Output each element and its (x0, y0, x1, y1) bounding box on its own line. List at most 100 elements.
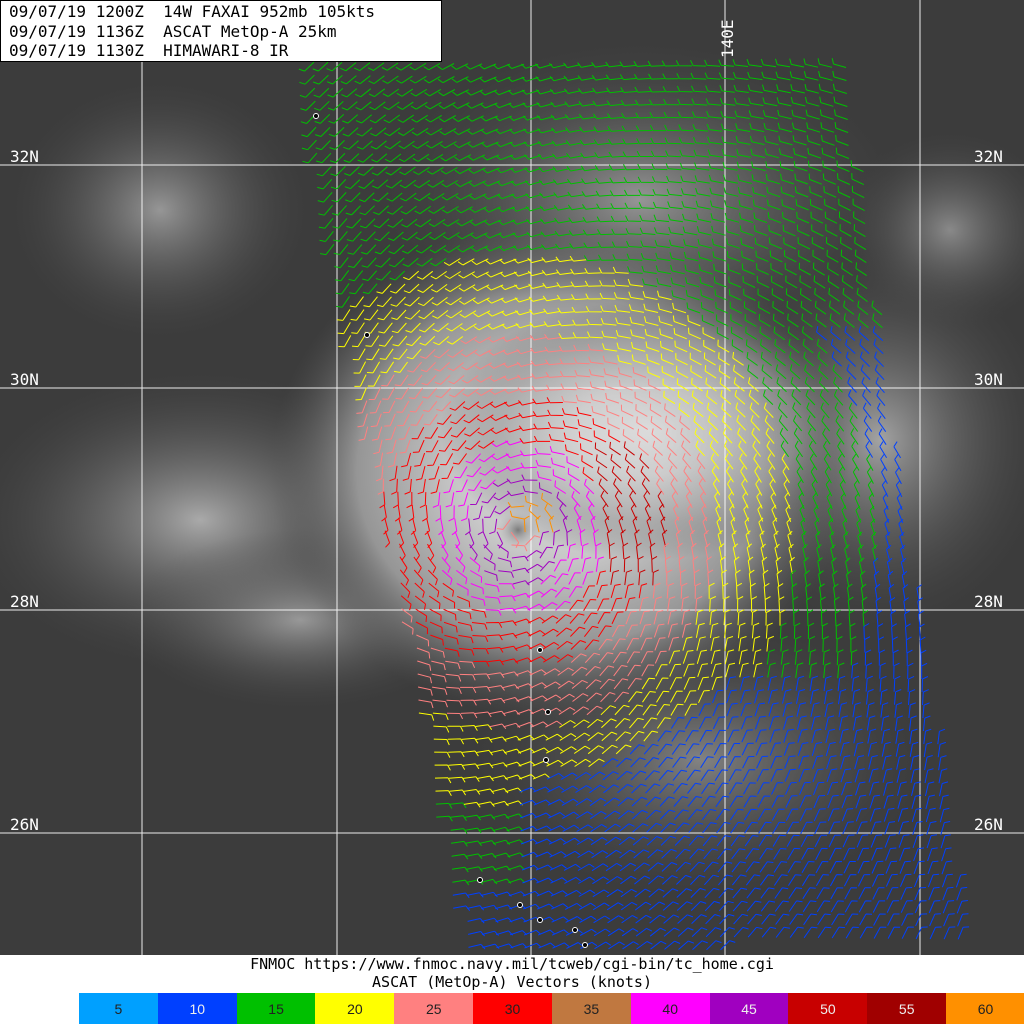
wind-barb (634, 391, 648, 404)
wind-barb (677, 390, 690, 405)
wind-barb (564, 889, 582, 897)
wind-barb (733, 84, 749, 93)
wind-barb (395, 62, 413, 71)
wind-barb (741, 250, 755, 262)
wind-barb (789, 58, 805, 68)
wind-barb (752, 186, 767, 198)
wind-barb (798, 262, 811, 276)
wind-barb (842, 821, 854, 835)
wind-barb (814, 288, 826, 302)
wind-barb (355, 114, 373, 124)
wind-barb (819, 109, 834, 120)
wind-barb (876, 389, 886, 407)
wind-barb (690, 85, 707, 93)
wind-barb (747, 364, 759, 379)
wind-barb (807, 609, 814, 626)
wind-barb (448, 776, 466, 783)
wind-barb (866, 702, 875, 718)
wind-barb (855, 808, 867, 822)
wind-barb (650, 416, 662, 430)
wind-barb (566, 456, 580, 469)
wind-barb (667, 453, 678, 469)
wind-barb (595, 454, 608, 469)
wind-barb (397, 114, 414, 123)
wind-barb (802, 900, 817, 913)
wind-barb (592, 418, 606, 430)
wind-barb (685, 743, 700, 755)
wind-barb (569, 599, 584, 611)
wind-barb (627, 266, 643, 274)
wind-barb (539, 205, 557, 211)
wind-barb (707, 415, 719, 431)
wind-barb (685, 277, 700, 288)
wind-barb (579, 529, 586, 546)
wind-barb (727, 263, 741, 275)
wind-barb (817, 913, 831, 926)
wind-barb (475, 724, 493, 730)
wind-barb (655, 265, 671, 275)
wind-barb (760, 887, 775, 899)
wind-barb (553, 559, 567, 572)
wind-barb (564, 101, 582, 107)
wind-barb (552, 153, 570, 159)
wind-barb (531, 721, 549, 728)
wind-barb (365, 335, 380, 347)
wind-barb (843, 300, 855, 315)
wind-barb (613, 279, 630, 287)
wind-barb (419, 492, 427, 509)
wind-barb (763, 402, 774, 418)
wind-barb (385, 179, 403, 189)
wind-barb (765, 609, 772, 626)
wind-barb (695, 440, 705, 457)
wind-barb (577, 75, 595, 81)
wind-barb (473, 310, 491, 318)
wind-barb (505, 440, 523, 446)
wind-barb (848, 389, 858, 406)
wind-barb (654, 465, 664, 482)
wind-barb (790, 84, 805, 94)
wind-barb (633, 61, 651, 67)
wind-barb (659, 796, 675, 807)
wind-barb (416, 270, 434, 280)
wind-barb (617, 810, 635, 820)
wind-barb (861, 377, 871, 393)
wind-barb (643, 717, 658, 729)
wind-barb (686, 756, 700, 768)
wind-barb (442, 219, 460, 227)
wind-barb (587, 745, 605, 755)
wind-barb (754, 225, 768, 237)
wind-barb (444, 634, 459, 645)
wind-barb (588, 368, 605, 378)
wind-barb (794, 649, 803, 665)
wind-barb (675, 60, 693, 67)
wind-barb (822, 649, 830, 666)
wind-barb (910, 768, 920, 784)
wind-barb (572, 706, 590, 715)
wind-barb (534, 825, 552, 832)
wind-barb (520, 838, 539, 845)
wind-barb (684, 703, 698, 716)
wind-barb (924, 768, 934, 784)
wind-barb (872, 544, 878, 562)
wind-barb (503, 722, 521, 729)
wind-barb (817, 351, 828, 367)
wind-barb (756, 755, 769, 769)
wind-barb (314, 100, 330, 111)
wind-barb (808, 635, 816, 652)
wind-barb (435, 388, 451, 399)
wind-barb (775, 364, 787, 380)
wind-barb (828, 821, 841, 835)
wind-barb (818, 364, 829, 380)
wind-barb (728, 288, 742, 301)
wind-barb (866, 454, 874, 471)
island-marker (537, 917, 543, 923)
wind-barb (838, 466, 846, 484)
wind-barb (615, 731, 631, 742)
wind-barb (467, 141, 485, 148)
satellite-map: 32N 32N 30N 30N 28N 28N 26N 26N 140E (0, 0, 1024, 955)
wind-barb (483, 557, 496, 571)
wind-barb (762, 110, 778, 120)
wind-barb (837, 662, 845, 679)
wind-barb (451, 63, 469, 70)
wind-barb (586, 318, 603, 326)
